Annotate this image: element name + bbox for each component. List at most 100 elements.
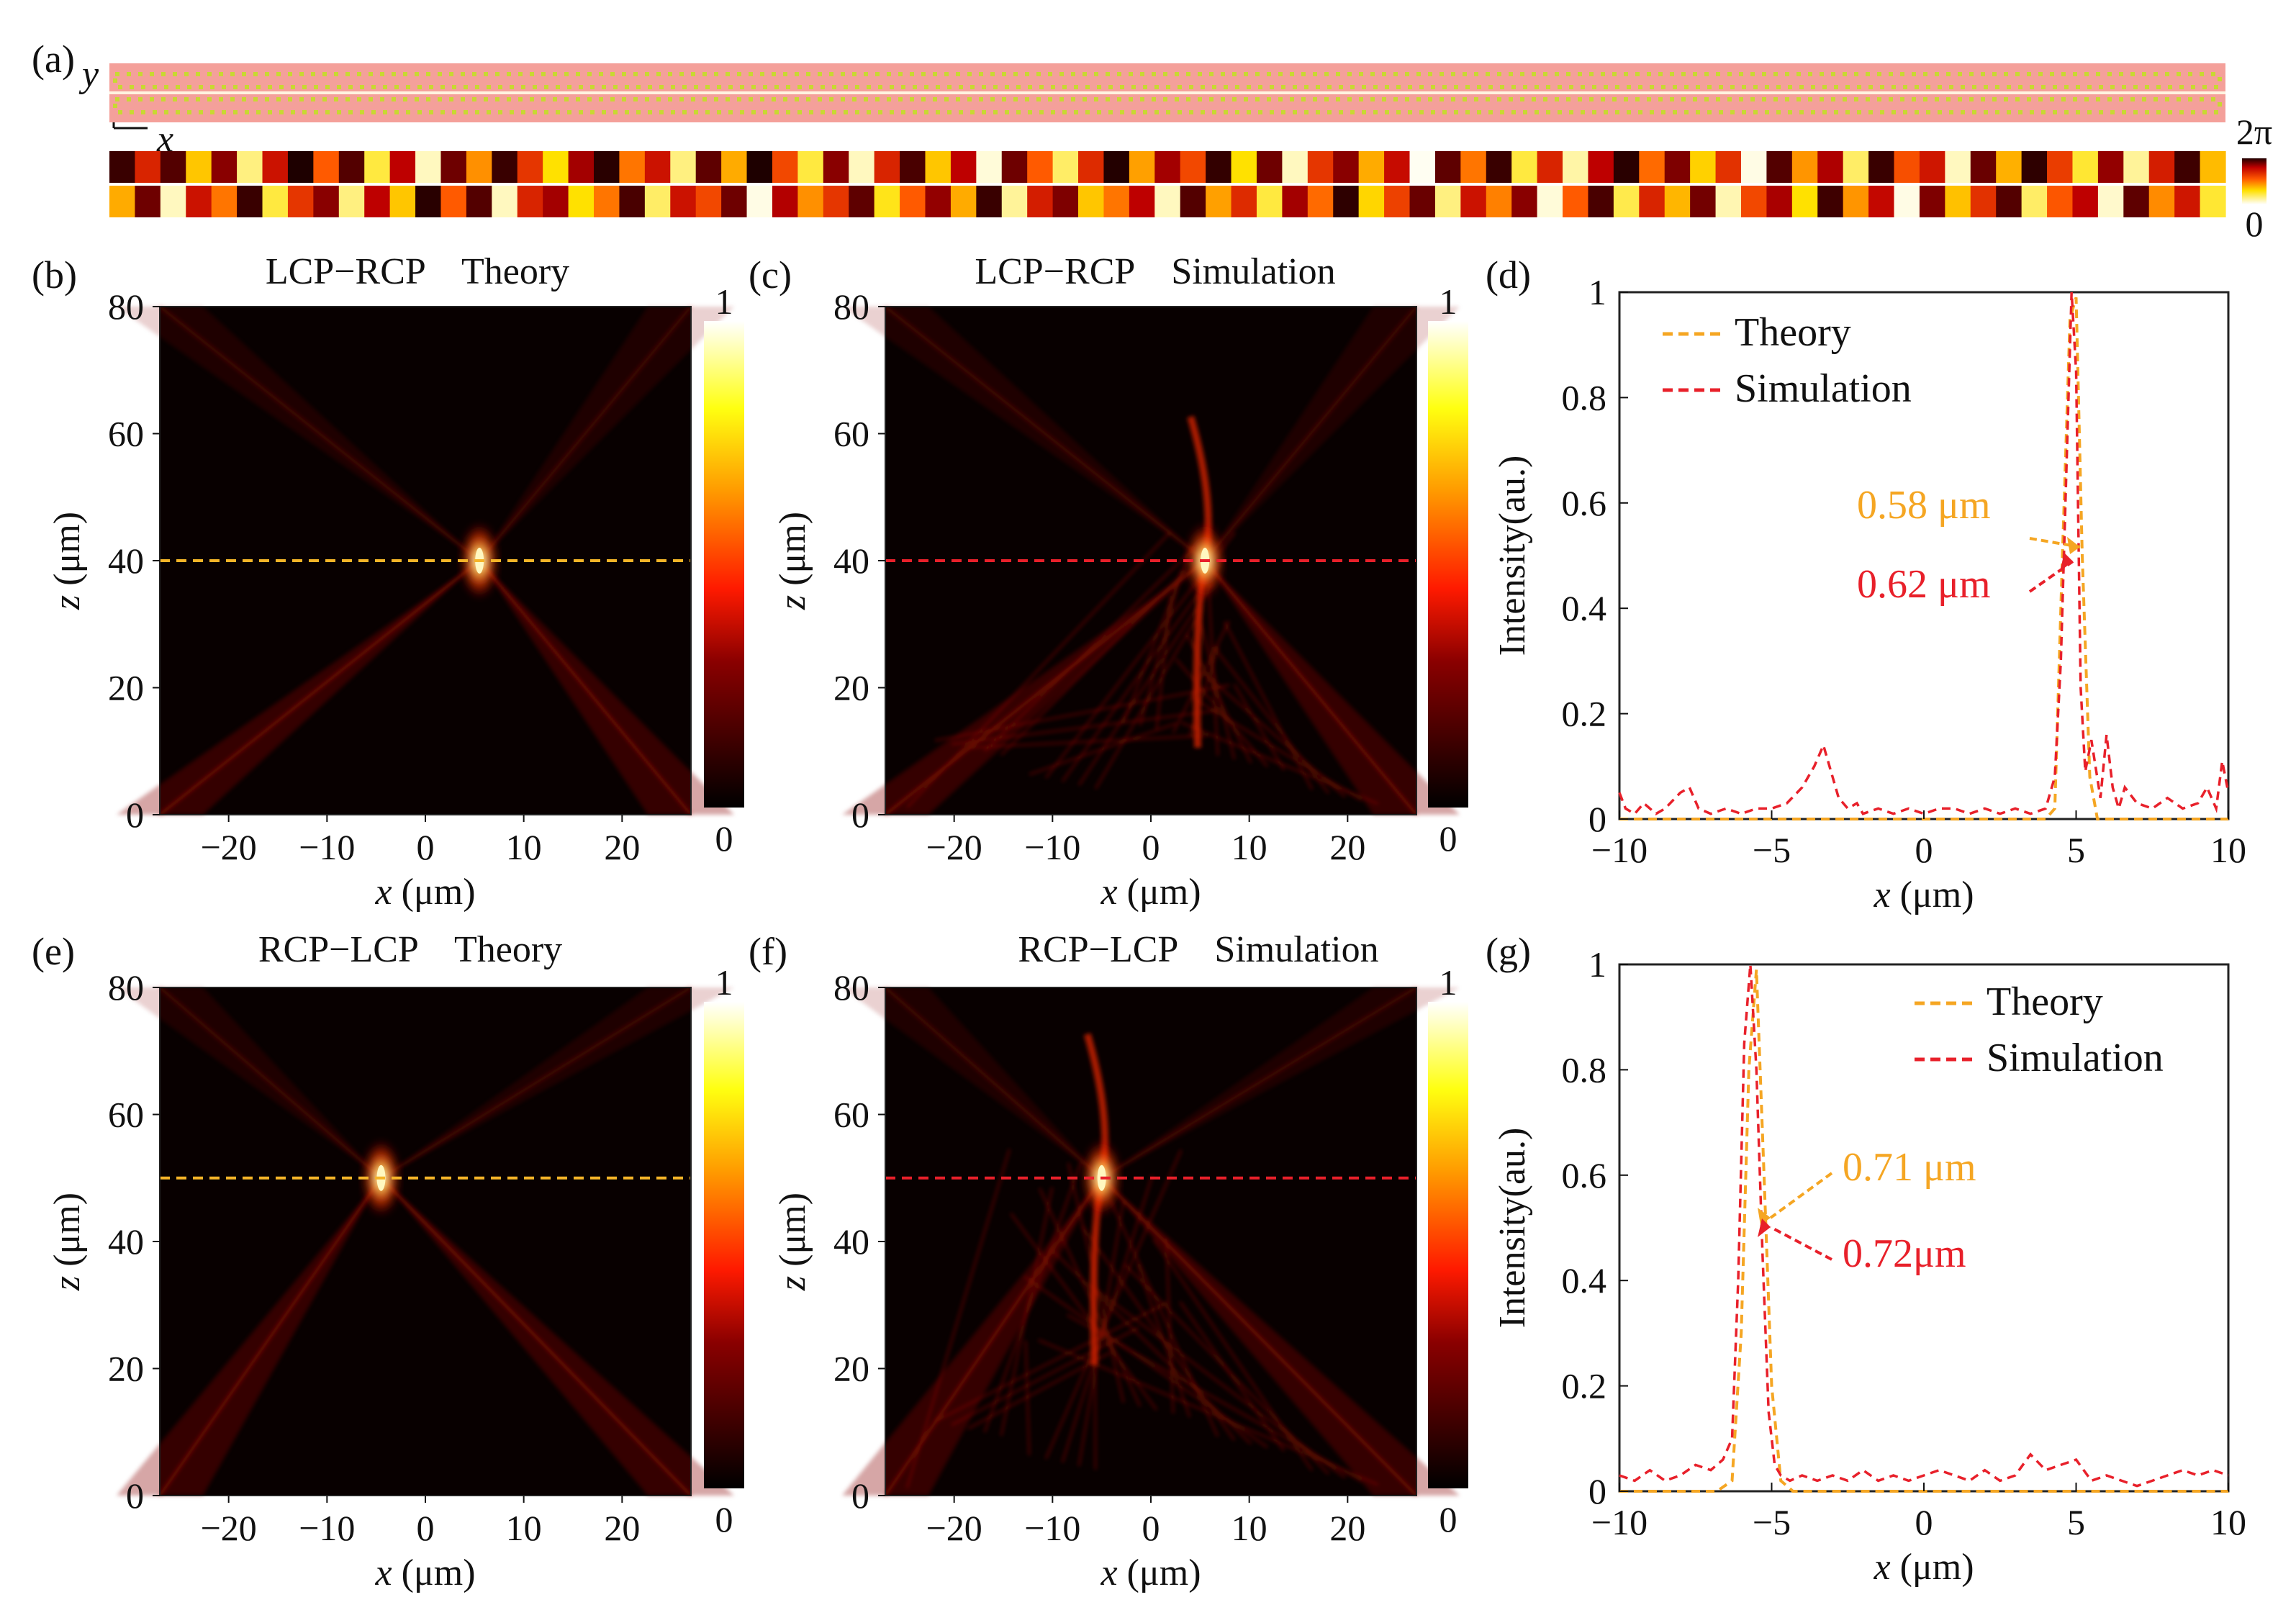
phase-cell bbox=[1868, 186, 1895, 217]
arrowhead-theory bbox=[1758, 1208, 1771, 1225]
phase-cell bbox=[772, 186, 798, 217]
x-tick-label: 0 bbox=[417, 827, 435, 867]
colorbar-max-label: 1 bbox=[715, 281, 733, 322]
beam-ray bbox=[1203, 305, 1418, 562]
phase-cell bbox=[287, 151, 314, 183]
phase-cell bbox=[1715, 151, 1742, 183]
phase-cell bbox=[1333, 151, 1360, 183]
panel-b-title: LCP−RCP Theory bbox=[266, 251, 569, 292]
beam-group bbox=[842, 305, 1460, 816]
phase-cell bbox=[364, 186, 391, 217]
y-tick-label: 0.8 bbox=[1562, 377, 1607, 417]
speckle-trace bbox=[983, 543, 1198, 753]
phase-cell bbox=[1919, 151, 1945, 183]
y-tick-label: 20 bbox=[833, 668, 869, 708]
speckle-trace bbox=[1152, 1238, 1314, 1471]
phase-cell bbox=[568, 186, 595, 217]
y-tick-label: 80 bbox=[833, 967, 869, 1008]
y-tick-label: 1 bbox=[1588, 944, 1606, 985]
plot-frame bbox=[1618, 291, 2230, 820]
lineplot-g: −10 −5 0 5 10 0 0.2 0.4 0.6 0.8 1 x (μm) Intensity(a… bbox=[1492, 944, 2246, 1588]
phase-cell bbox=[1180, 151, 1206, 183]
phase-cell bbox=[976, 186, 1003, 217]
phase-cell bbox=[2123, 186, 2150, 217]
x-axis-label-var: x bbox=[1100, 1552, 1117, 1593]
panel-e-label: (e) bbox=[32, 930, 75, 973]
phase-cell bbox=[1766, 151, 1793, 183]
arrowhead-simulation bbox=[2060, 553, 2073, 571]
annotation-arrow-theory bbox=[2029, 537, 2081, 548]
legend-label: Simulation bbox=[1735, 366, 1912, 411]
y-axis-label-var: z bbox=[772, 595, 813, 610]
beam-cone bbox=[842, 987, 1102, 1178]
phase-cell bbox=[874, 186, 900, 217]
speckle-trace bbox=[1122, 545, 1194, 723]
beam-ray bbox=[1100, 986, 1418, 1180]
phase-cell bbox=[1563, 151, 1589, 183]
panel-f-label: (f) bbox=[749, 930, 787, 973]
y-tick-label: 1 bbox=[1588, 272, 1606, 312]
panel-c: (c) LCP−RCP Simulation −20 −10 0 10 20020406… bbox=[749, 251, 1468, 913]
x-axis-label-unit: (μm) bbox=[392, 1552, 476, 1593]
phase-cell bbox=[262, 186, 289, 217]
y-tick-label: 0 bbox=[126, 795, 144, 835]
panel-c-title: LCP−RCP Simulation bbox=[975, 251, 1335, 292]
x-tick-label: 10 bbox=[1231, 827, 1267, 867]
annotation-arrow-simulation bbox=[1770, 1226, 1832, 1261]
speckle-trace bbox=[1052, 1250, 1252, 1445]
beam-cone bbox=[381, 987, 734, 1178]
phase-cell bbox=[492, 186, 518, 217]
speckle-trace bbox=[1000, 569, 1188, 756]
speckle-trace bbox=[1024, 1340, 1031, 1456]
legend-label: Theory bbox=[1987, 980, 2103, 1024]
annotation-theory-width: 0.71 μm bbox=[1843, 1145, 1976, 1190]
beam-ray bbox=[158, 559, 481, 816]
panel-d: (d) −10 −5 0 5 10 0 0.2 0.4 0.6 0.8 1 x (μm) Intensi… bbox=[1486, 253, 2246, 915]
phase-cell bbox=[2072, 151, 2099, 183]
panel-d-label: (d) bbox=[1486, 253, 1531, 297]
x-axis-label: x (μm) bbox=[1100, 872, 1201, 913]
y-tick-label: 20 bbox=[833, 1349, 869, 1389]
panel-e-title: RCP−LCP Theory bbox=[258, 929, 562, 970]
colorbar-max-label: 1 bbox=[1439, 281, 1457, 322]
x-tick-label: −20 bbox=[926, 1508, 982, 1548]
phase-cell bbox=[925, 151, 952, 183]
series-theory bbox=[1619, 297, 2228, 820]
phase-cell bbox=[619, 151, 646, 183]
speckle-trace bbox=[1233, 684, 1285, 771]
phase-cell bbox=[1996, 151, 2022, 183]
phase-cell bbox=[823, 151, 849, 183]
phase-cell bbox=[594, 151, 620, 183]
phase-map bbox=[109, 151, 2226, 217]
phase-cell bbox=[900, 186, 926, 217]
phase-cell bbox=[2097, 151, 2124, 183]
y-tick-label: 0 bbox=[126, 1475, 144, 1516]
annotation-theory-width: 0.58 μm bbox=[1857, 483, 1991, 528]
phase-cell bbox=[1894, 186, 1920, 217]
x-tick-label: −10 bbox=[1024, 827, 1080, 867]
phase-cell bbox=[1843, 186, 1869, 217]
speckle-trace bbox=[1165, 1238, 1175, 1414]
phase-cell bbox=[1486, 186, 1512, 217]
y-tick-label: 60 bbox=[108, 1095, 144, 1135]
legend-label: Theory bbox=[1735, 310, 1851, 355]
annotation-simulation-width: 0.62 μm bbox=[1857, 562, 1991, 607]
phase-cell bbox=[186, 151, 212, 183]
phase-cell bbox=[389, 186, 416, 217]
phase-cell bbox=[2047, 186, 2074, 217]
beam-cone bbox=[842, 307, 1206, 561]
phase-cell bbox=[1434, 186, 1461, 217]
x-tick-label: 0 bbox=[1915, 1502, 1933, 1542]
y-tick-label: 60 bbox=[833, 414, 869, 454]
y-tick-label: 0 bbox=[851, 795, 869, 835]
phase-cell bbox=[1001, 151, 1028, 183]
x-axis-label-var: x bbox=[1100, 872, 1117, 913]
colorbar-min-label: 0 bbox=[1439, 818, 1457, 859]
y-axis-label-unit: (μm) bbox=[47, 512, 88, 595]
phase-cell bbox=[1537, 151, 1563, 183]
x-tick-label: 20 bbox=[604, 827, 640, 867]
phase-cell bbox=[1588, 186, 1614, 217]
